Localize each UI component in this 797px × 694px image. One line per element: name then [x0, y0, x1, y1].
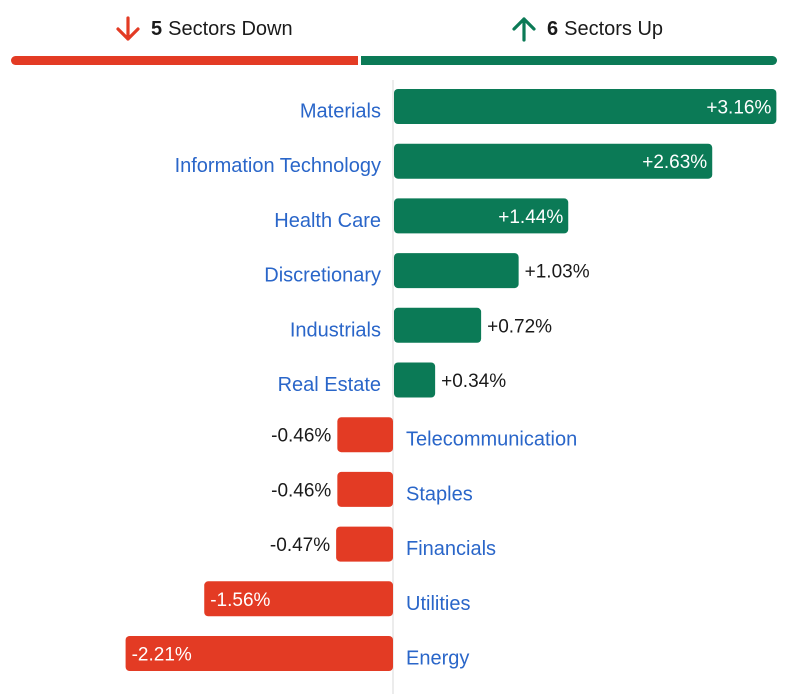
value-label-real-estate: +0.34% — [441, 371, 506, 392]
value-label-information-technology: +2.63% — [642, 152, 707, 173]
sectors-up-label: Sectors Up — [564, 17, 664, 40]
bar-utilities — [204, 581, 393, 617]
value-label-financials: -0.47% — [270, 535, 330, 556]
value-label-utilities: -1.56% — [210, 590, 270, 611]
value-label-telecommunication: -0.46% — [271, 426, 331, 447]
sectors-down-summary: 5 Sectors Down — [115, 14, 293, 44]
bar-real-estate — [394, 362, 436, 398]
value-label-staples: -0.46% — [271, 480, 331, 501]
bar-staples — [337, 471, 393, 507]
category-label-utilities[interactable]: Utilities — [406, 593, 470, 615]
sectors-down-count: 5 — [151, 17, 163, 40]
bar-telecommunication — [337, 417, 393, 453]
value-label-energy: -2.21% — [132, 645, 192, 666]
value-label-materials: +3.16% — [706, 98, 771, 119]
sector-performance-chart: Materials +3.16% Information Technology +2.… — [125, 80, 777, 694]
category-label-materials[interactable]: Materials — [300, 101, 381, 123]
bar-discretionary — [394, 253, 519, 289]
sectors-down-proportion-bar — [11, 56, 358, 65]
category-label-real-estate[interactable]: Real Estate — [278, 374, 381, 396]
arrow-down-icon — [116, 16, 140, 41]
category-label-industrials[interactable]: Industrials — [290, 319, 381, 341]
bar-industrials — [394, 307, 482, 343]
arrow-up-icon — [512, 17, 536, 42]
value-label-industrials: +0.72% — [487, 316, 552, 337]
bar-energy — [125, 636, 393, 671]
sectors-up-summary: 6 Sectors Up — [511, 14, 663, 44]
category-label-telecommunication[interactable]: Telecommunication — [406, 429, 577, 451]
bar-materials — [394, 89, 777, 124]
sectors-down-label: Sectors Down — [168, 17, 293, 40]
category-label-financials[interactable]: Financials — [406, 538, 496, 560]
bar-information-technology — [394, 143, 713, 179]
bar-financials — [336, 526, 393, 562]
bar-health-care — [394, 198, 569, 234]
category-label-staples[interactable]: Staples — [406, 483, 473, 505]
category-label-health-care[interactable]: Health Care — [274, 210, 381, 232]
sector-summary-header: 5 Sectors Down 6 Sectors Up — [0, 0, 797, 70]
value-label-health-care: +1.44% — [498, 207, 563, 228]
value-label-discretionary: +1.03% — [525, 262, 590, 283]
category-label-information-technology[interactable]: Information Technology — [175, 155, 381, 177]
sectors-up-count: 6 — [547, 17, 559, 40]
category-label-discretionary[interactable]: Discretionary — [264, 265, 381, 287]
category-label-energy[interactable]: Energy — [406, 648, 469, 670]
sectors-up-proportion-bar — [361, 56, 777, 65]
